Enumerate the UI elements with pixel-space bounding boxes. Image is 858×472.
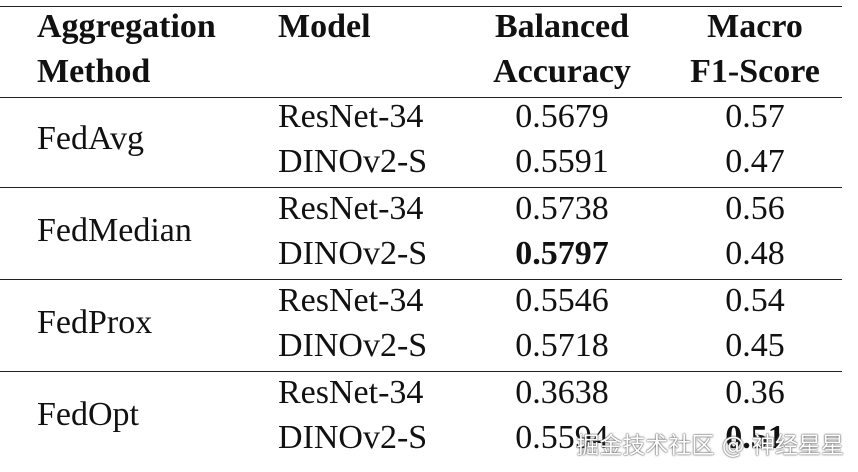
value-cell: 0.5679: [515, 98, 609, 135]
value-cell: 0.5594: [515, 419, 609, 456]
value-cell: 0.5591: [515, 143, 609, 180]
model-cell: DINOv2-S: [278, 143, 428, 180]
model-cell: ResNet-34: [278, 190, 424, 227]
rule: [0, 187, 842, 188]
value-cell: 0.5546: [515, 282, 609, 319]
value-cell: 0.48: [725, 235, 785, 272]
header-cell: Accuracy: [493, 53, 631, 90]
value-cell: 0.45: [725, 327, 785, 364]
value-cell: 0.3638: [515, 374, 609, 411]
header-cell: Method: [37, 53, 151, 90]
rule: [0, 97, 842, 98]
method-cell: FedOpt: [37, 396, 139, 433]
method-cell: FedProx: [37, 304, 153, 341]
method-cell: FedAvg: [37, 120, 145, 157]
rule: [0, 371, 842, 372]
value-cell: 0.56: [725, 190, 785, 227]
value-cell: 0.36: [725, 374, 785, 411]
rule: [0, 279, 842, 280]
header-cell: Model: [278, 8, 371, 45]
value-cell: 0.54: [725, 282, 785, 319]
value-cell: 0.47: [725, 143, 785, 180]
header-cell: Balanced: [494, 8, 630, 45]
value-cell: 0.51: [725, 419, 785, 456]
model-cell: ResNet-34: [278, 282, 424, 319]
model-cell: ResNet-34: [278, 98, 424, 135]
header-cell: Macro: [707, 8, 803, 45]
model-cell: DINOv2-S: [278, 235, 428, 272]
value-cell: 0.57: [725, 98, 785, 135]
header-cell: F1-Score: [690, 53, 820, 90]
value-cell: 0.5797: [515, 235, 609, 272]
value-cell: 0.5718: [515, 327, 609, 364]
watermark: 掘金技术社区 @ 神经星星: [576, 433, 844, 459]
model-cell: DINOv2-S: [278, 327, 428, 364]
value-cell: 0.5738: [515, 190, 609, 227]
model-cell: ResNet-34: [278, 374, 424, 411]
model-cell: DINOv2-S: [278, 419, 428, 456]
method-cell: FedMedian: [37, 212, 192, 249]
header-cell: Aggregation: [37, 8, 216, 45]
rule: [0, 6, 842, 7]
